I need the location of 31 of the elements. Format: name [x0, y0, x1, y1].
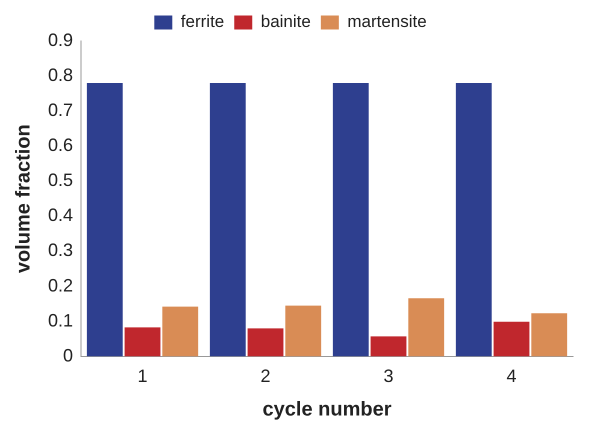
x-tick-label: 4 — [506, 366, 517, 386]
x-tick-label: 2 — [260, 366, 271, 386]
y-tick-label: 0.7 — [48, 100, 74, 120]
legend-label: martensite — [347, 12, 427, 32]
bar — [162, 306, 198, 356]
legend-label: ferrite — [180, 12, 224, 32]
y-tick-label: 0 — [63, 345, 74, 366]
bar — [332, 83, 369, 356]
x-tick-label: 3 — [384, 366, 394, 386]
bar — [456, 83, 492, 356]
y-tick-label: 0.8 — [48, 65, 74, 86]
bar — [370, 336, 406, 356]
x-tick-label: 1 — [138, 366, 148, 386]
y-tick-label: 0.3 — [48, 240, 74, 260]
bar — [248, 328, 284, 356]
y-tick-label: 0.6 — [48, 135, 74, 156]
legend-label: bainite — [260, 12, 311, 32]
y-tick-label: 0.9 — [48, 30, 74, 50]
y-tick-label: 0.2 — [48, 275, 74, 296]
bar — [408, 298, 444, 356]
bar — [494, 322, 530, 356]
y-axis-title: volume fraction — [12, 124, 35, 274]
bar — [86, 83, 123, 356]
y-tick-label: 0.5 — [48, 170, 74, 190]
y-tick-label: 0.1 — [48, 310, 74, 330]
bar — [124, 327, 160, 356]
bar — [210, 83, 246, 356]
x-axis-title: cycle number — [262, 398, 392, 421]
bar — [285, 306, 322, 356]
bar — [531, 313, 568, 356]
y-tick-label: 0.4 — [48, 205, 74, 226]
